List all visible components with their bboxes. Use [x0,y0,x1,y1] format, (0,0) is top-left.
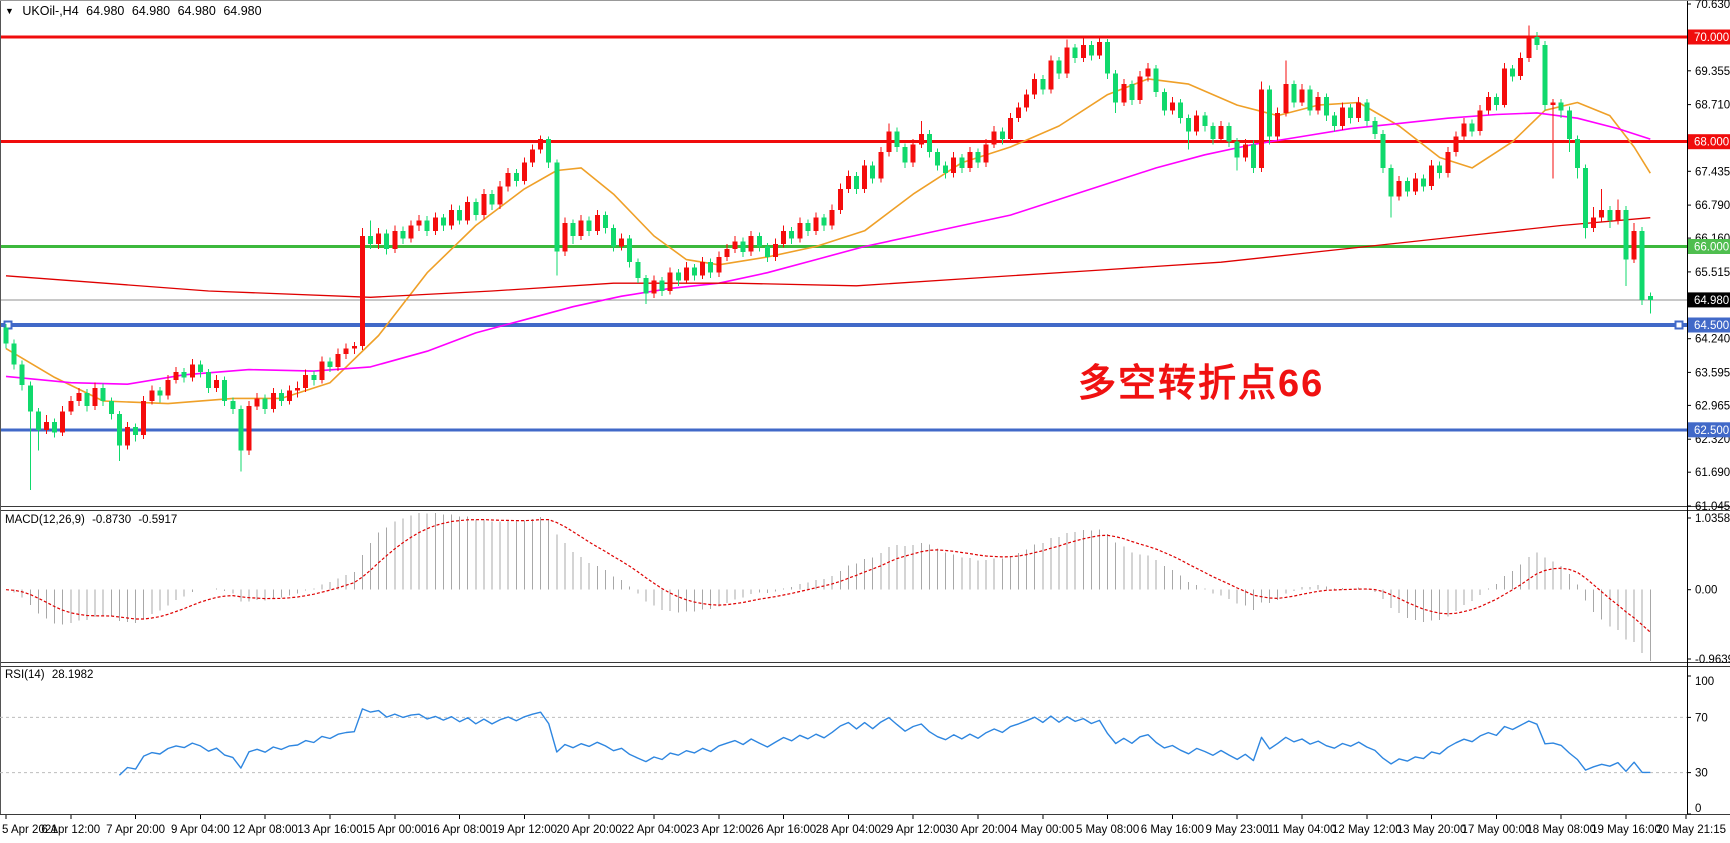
price-axis-label: 65.515 [1695,267,1730,279]
svg-text:64.500: 64.500 [1694,320,1729,332]
time-axis-label: 4 May 00:00 [1011,824,1074,836]
price-badge-64.500: 64.500 [1688,317,1730,333]
low-value: 64.980 [177,4,216,18]
time-axis-label: 16 Apr 08:00 [427,824,492,836]
macd-axis-max: 1.0358 [1695,513,1730,525]
macd-indicator-label: MACD(12,26,9) -0.8730 -0.5917 [5,514,181,526]
price-badge-66.000: 66.000 [1688,239,1730,254]
rsi-axis-label: 0 [1695,803,1701,815]
time-axis-label: 19 May 16:00 [1591,824,1661,836]
macd-axis-zero: 0.00 [1695,585,1717,597]
ma-slow-line [5,217,1651,298]
chevron-down-icon[interactable]: ▼ [5,6,14,16]
time-axis-label: 20 Apr 20:00 [557,824,622,836]
svg-text:62.500: 62.500 [1694,425,1729,437]
price-axis-label: 66.790 [1695,200,1730,212]
price-badge-68.000: 68.000 [1688,134,1730,150]
macd-signal-value: -0.5917 [138,514,178,526]
time-axis-label: 13 Apr 16:00 [297,824,362,836]
time-axis-label: 29 Apr 12:00 [881,824,946,836]
time-axis-label: 19 Apr 12:00 [492,824,557,836]
price-axis-label: 64.240 [1695,334,1730,346]
rsi-value: 28.1982 [51,669,94,681]
time-axis-label: 12 Apr 08:00 [233,824,298,836]
rsi-axis-label: 70 [1695,712,1708,724]
price-axis-label: 61.045 [1695,501,1730,513]
rsi-axis-label: 30 [1695,768,1708,780]
close-value: 64.980 [223,4,262,18]
price-badge-62.500: 62.500 [1688,422,1730,438]
time-axis-label: 5 Apr 2021 [2,824,58,836]
rsi-indicator-label: RSI(14) 28.1982 [5,669,97,681]
time-axis-label: 5 May 08:00 [1076,824,1139,836]
price-axis: 70.63069.35568.71067.43566.79066.16065.5… [1687,0,1730,513]
macd-axis-min: -0.9639 [1695,654,1730,666]
price-axis-label: 63.595 [1695,367,1730,379]
svg-text:66.000: 66.000 [1694,242,1729,254]
candles-group [3,25,1653,490]
hline-handle[interactable] [1674,320,1684,330]
price-badge-70.000: 70.000 [1688,29,1730,45]
time-axis-label: 20 May 21:15 [1656,824,1726,836]
time-axis-label: 30 Apr 20:00 [945,824,1010,836]
time-axis-label: 11 May 04:00 [1268,824,1337,836]
time-axis-label: 26 Apr 16:00 [751,824,816,836]
time-axis-label: 13 May 20:00 [1397,824,1467,836]
time-axis-label: 18 May 08:00 [1526,824,1596,836]
macd-main-value: -0.8730 [92,514,132,526]
macd-histogram [13,513,1651,661]
symbol-timeframe-label: UKOil-,H4 [22,4,79,18]
annotation-text[interactable]: 多空转折点66 [1078,363,1325,405]
ma-fast-line [5,78,1651,405]
svg-text:70.000: 70.000 [1694,32,1729,44]
high-value: 64.980 [131,4,171,18]
price-axis-label: 68.710 [1695,100,1730,112]
price-axis-label: 70.630 [1695,0,1730,11]
rsi-line [118,708,1651,776]
time-axis-label: 9 May 23:00 [1206,824,1269,836]
time-axis-label: 6 May 16:00 [1141,824,1204,836]
time-axis-label: 15 Apr 00:00 [362,824,427,836]
time-axis-label: 9 Apr 04:00 [171,824,230,836]
macd-signal-line [5,518,1651,633]
macd-axis: 1.0358 0.00 -0.9639 [1687,513,1730,666]
rsi-axis-label: 100 [1695,676,1714,688]
price-axis-label: 69.355 [1695,66,1730,78]
time-axis-label: 6 Apr 12:00 [41,824,100,836]
time-axis-label: 7 Apr 20:00 [106,824,165,836]
open-value: 64.980 [86,4,125,18]
price-axis-label: 61.690 [1695,467,1730,479]
symbol-info-bar: ▼ UKOil-,H4 64.980 64.980 64.980 64.980 [5,4,266,18]
time-axis-label: 28 Apr 04:00 [816,824,881,836]
svg-text:64.980: 64.980 [1694,295,1729,307]
price-axis-label: 62.965 [1695,400,1730,412]
rsi-axis: 100 70 30 0 [1687,675,1714,815]
rsi-name: RSI(14) [5,669,45,681]
macd-name: MACD(12,26,9) [5,514,85,526]
time-axis-label: 23 Apr 12:00 [686,824,751,836]
price-axis-label: 67.435 [1695,166,1730,178]
time-axis-label: 22 Apr 04:00 [621,824,686,836]
time-axis-label: 17 May 00:00 [1462,824,1532,836]
ma-medium-line [5,112,1651,386]
price-badge-64.980: 64.980 [1688,292,1730,308]
time-axis-label: 12 May 12:00 [1332,824,1402,836]
svg-text:68.000: 68.000 [1694,137,1729,149]
